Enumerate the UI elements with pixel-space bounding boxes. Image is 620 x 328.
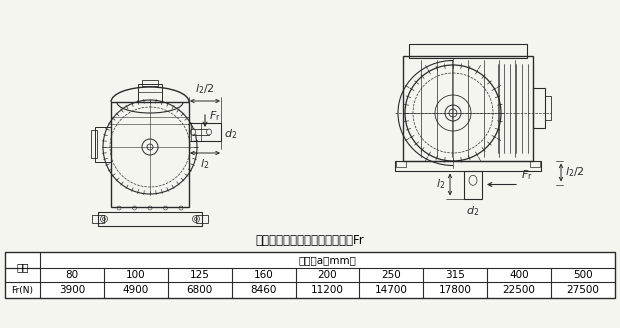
Text: 减速器低速轴轴端许用径向负荷Fr: 减速器低速轴轴端许用径向负荷Fr	[255, 234, 365, 247]
Bar	[142, 80, 158, 86]
Text: $l_2/2$: $l_2/2$	[565, 166, 585, 179]
Bar	[98, 212, 202, 226]
Text: 100: 100	[126, 270, 146, 280]
Text: 315: 315	[445, 270, 465, 280]
Bar	[403, 55, 533, 160]
Text: $F_\mathrm{r}$: $F_\mathrm{r}$	[521, 168, 533, 181]
Bar	[138, 84, 162, 102]
Text: 4900: 4900	[123, 285, 149, 295]
Bar	[5, 252, 615, 298]
Text: $F_\mathrm{r}$: $F_\mathrm{r}$	[209, 109, 221, 123]
Text: 3900: 3900	[59, 285, 85, 295]
Bar	[95, 127, 111, 162]
Text: $l_2$: $l_2$	[436, 177, 445, 192]
Ellipse shape	[206, 129, 211, 135]
Text: 200: 200	[317, 270, 337, 280]
Bar	[464, 171, 482, 198]
Ellipse shape	[469, 175, 477, 185]
Ellipse shape	[190, 129, 195, 135]
Bar	[545, 96, 551, 120]
Text: $l_2/2$: $l_2/2$	[195, 82, 215, 96]
Text: 125: 125	[190, 270, 210, 280]
Text: 6800: 6800	[187, 285, 213, 295]
Text: 27500: 27500	[567, 285, 600, 295]
Bar	[196, 215, 208, 223]
Bar	[409, 44, 527, 57]
Text: $l_2$: $l_2$	[200, 157, 210, 171]
Text: 14700: 14700	[375, 285, 408, 295]
Text: 160: 160	[254, 270, 273, 280]
Bar	[530, 160, 540, 167]
Text: 80: 80	[65, 270, 79, 280]
Text: 中心距a（mm）: 中心距a（mm）	[299, 255, 356, 265]
Text: Fr(N): Fr(N)	[12, 285, 33, 295]
Text: 17800: 17800	[439, 285, 472, 295]
Text: 22500: 22500	[503, 285, 536, 295]
Text: 11200: 11200	[311, 285, 344, 295]
Text: 负荷: 负荷	[16, 262, 29, 272]
Bar	[92, 215, 104, 223]
Bar	[396, 160, 406, 167]
Bar	[533, 88, 545, 128]
Text: 8460: 8460	[250, 285, 277, 295]
Text: $d_2$: $d_2$	[466, 204, 480, 218]
Bar	[193, 129, 209, 135]
Bar	[395, 160, 541, 171]
Text: 400: 400	[510, 270, 529, 280]
Bar	[111, 102, 189, 207]
Text: 500: 500	[574, 270, 593, 280]
Text: $d_2$: $d_2$	[224, 127, 237, 141]
Bar	[91, 130, 97, 158]
Bar	[189, 123, 221, 141]
Text: 250: 250	[381, 270, 401, 280]
